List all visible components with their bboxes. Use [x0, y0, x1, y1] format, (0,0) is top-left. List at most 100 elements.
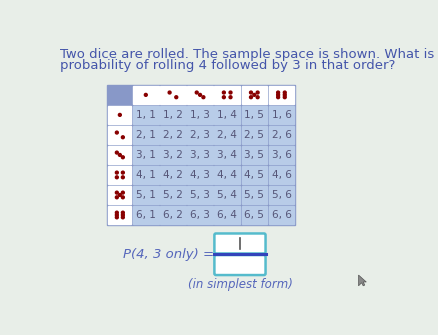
Text: 3, 2: 3, 2	[163, 150, 183, 160]
Bar	[241, 126, 267, 144]
Bar	[133, 186, 159, 204]
Text: 6, 3: 6, 3	[190, 210, 210, 220]
Circle shape	[277, 91, 279, 94]
Bar	[187, 206, 213, 224]
Text: 5, 2: 5, 2	[163, 190, 183, 200]
Text: 1, 2: 1, 2	[163, 110, 183, 120]
Bar	[160, 126, 186, 144]
Circle shape	[253, 93, 256, 96]
Bar	[108, 206, 131, 224]
Circle shape	[115, 196, 118, 199]
Circle shape	[250, 96, 252, 99]
Circle shape	[121, 156, 124, 159]
Bar	[187, 126, 213, 144]
Text: 6, 6: 6, 6	[272, 210, 291, 220]
Bar	[242, 86, 266, 103]
Circle shape	[115, 131, 118, 134]
Circle shape	[121, 171, 124, 174]
Text: 4, 5: 4, 5	[244, 170, 264, 180]
Bar	[187, 166, 213, 184]
Bar	[133, 126, 159, 144]
Text: 4, 3: 4, 3	[190, 170, 210, 180]
Text: 6, 1: 6, 1	[136, 210, 156, 220]
Circle shape	[277, 96, 279, 99]
Circle shape	[168, 91, 171, 94]
Bar	[133, 146, 159, 164]
Bar	[268, 86, 294, 104]
Circle shape	[118, 114, 121, 116]
Bar	[268, 166, 294, 184]
Text: 1, 3: 1, 3	[190, 110, 210, 120]
Text: 6, 4: 6, 4	[217, 210, 237, 220]
Circle shape	[115, 151, 118, 154]
Circle shape	[121, 136, 124, 139]
Circle shape	[115, 213, 118, 216]
Bar	[160, 166, 186, 184]
Bar	[108, 186, 131, 204]
Polygon shape	[359, 275, 366, 286]
Circle shape	[175, 96, 178, 99]
Circle shape	[195, 91, 198, 94]
Bar	[133, 86, 159, 104]
Bar	[241, 106, 267, 124]
Text: P(4, 3 only) =: P(4, 3 only) =	[123, 248, 214, 261]
Circle shape	[121, 213, 124, 216]
Text: 4, 4: 4, 4	[217, 170, 237, 180]
Circle shape	[283, 91, 286, 94]
Bar	[268, 186, 294, 204]
Bar	[268, 106, 294, 124]
Bar	[214, 206, 240, 224]
Text: 1, 5: 1, 5	[244, 110, 264, 120]
Bar	[109, 107, 131, 123]
Text: probability of rolling 4 followed by 3 in that order?: probability of rolling 4 followed by 3 i…	[60, 59, 396, 72]
Text: 3, 5: 3, 5	[244, 150, 264, 160]
Bar	[133, 106, 159, 124]
Text: 3, 4: 3, 4	[217, 150, 237, 160]
Bar	[107, 85, 295, 225]
Text: 4, 1: 4, 1	[136, 170, 156, 180]
Text: 4, 6: 4, 6	[272, 170, 291, 180]
Text: Two dice are rolled. The sample space is shown. What is the: Two dice are rolled. The sample space is…	[60, 48, 438, 61]
Bar	[187, 186, 213, 204]
Bar	[109, 187, 131, 203]
Text: 1, 1: 1, 1	[136, 110, 156, 120]
Circle shape	[121, 191, 124, 194]
Text: 6, 2: 6, 2	[163, 210, 183, 220]
Bar	[187, 146, 213, 164]
Bar	[214, 166, 240, 184]
Bar	[187, 86, 213, 104]
Bar	[215, 86, 239, 103]
Bar	[241, 86, 267, 104]
Text: 3, 3: 3, 3	[190, 150, 210, 160]
Circle shape	[115, 216, 118, 219]
Text: 5, 3: 5, 3	[190, 190, 210, 200]
Circle shape	[121, 211, 124, 214]
Bar	[214, 126, 240, 144]
Text: 2, 5: 2, 5	[244, 130, 264, 140]
Text: 2, 4: 2, 4	[217, 130, 237, 140]
Bar	[241, 166, 267, 184]
Text: 4, 2: 4, 2	[163, 170, 183, 180]
Circle shape	[121, 176, 124, 179]
Bar	[160, 206, 186, 224]
Bar	[160, 106, 186, 124]
Text: 5, 1: 5, 1	[136, 190, 156, 200]
Circle shape	[145, 93, 147, 96]
Text: 2, 6: 2, 6	[272, 130, 291, 140]
Text: 2, 3: 2, 3	[190, 130, 210, 140]
Circle shape	[118, 194, 121, 196]
Text: 2, 1: 2, 1	[136, 130, 156, 140]
Bar	[161, 86, 185, 103]
Bar	[160, 186, 186, 204]
Text: 3, 1: 3, 1	[136, 150, 156, 160]
Bar	[268, 206, 294, 224]
Circle shape	[121, 196, 124, 199]
Circle shape	[223, 96, 225, 99]
Bar	[134, 86, 158, 103]
Bar	[214, 186, 240, 204]
Bar	[108, 166, 131, 184]
Text: 5, 4: 5, 4	[217, 190, 237, 200]
Circle shape	[283, 93, 286, 96]
Circle shape	[115, 171, 118, 174]
Bar	[108, 106, 131, 124]
